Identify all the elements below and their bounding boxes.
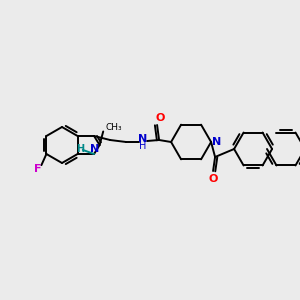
Text: N: N — [139, 134, 148, 144]
Text: CH₃: CH₃ — [105, 123, 122, 132]
Text: F: F — [34, 164, 41, 174]
Text: O: O — [155, 113, 165, 123]
Text: H: H — [76, 144, 84, 154]
Text: N: N — [212, 137, 222, 147]
Text: H: H — [140, 141, 147, 151]
Text: N: N — [91, 144, 100, 154]
Text: O: O — [208, 174, 218, 184]
